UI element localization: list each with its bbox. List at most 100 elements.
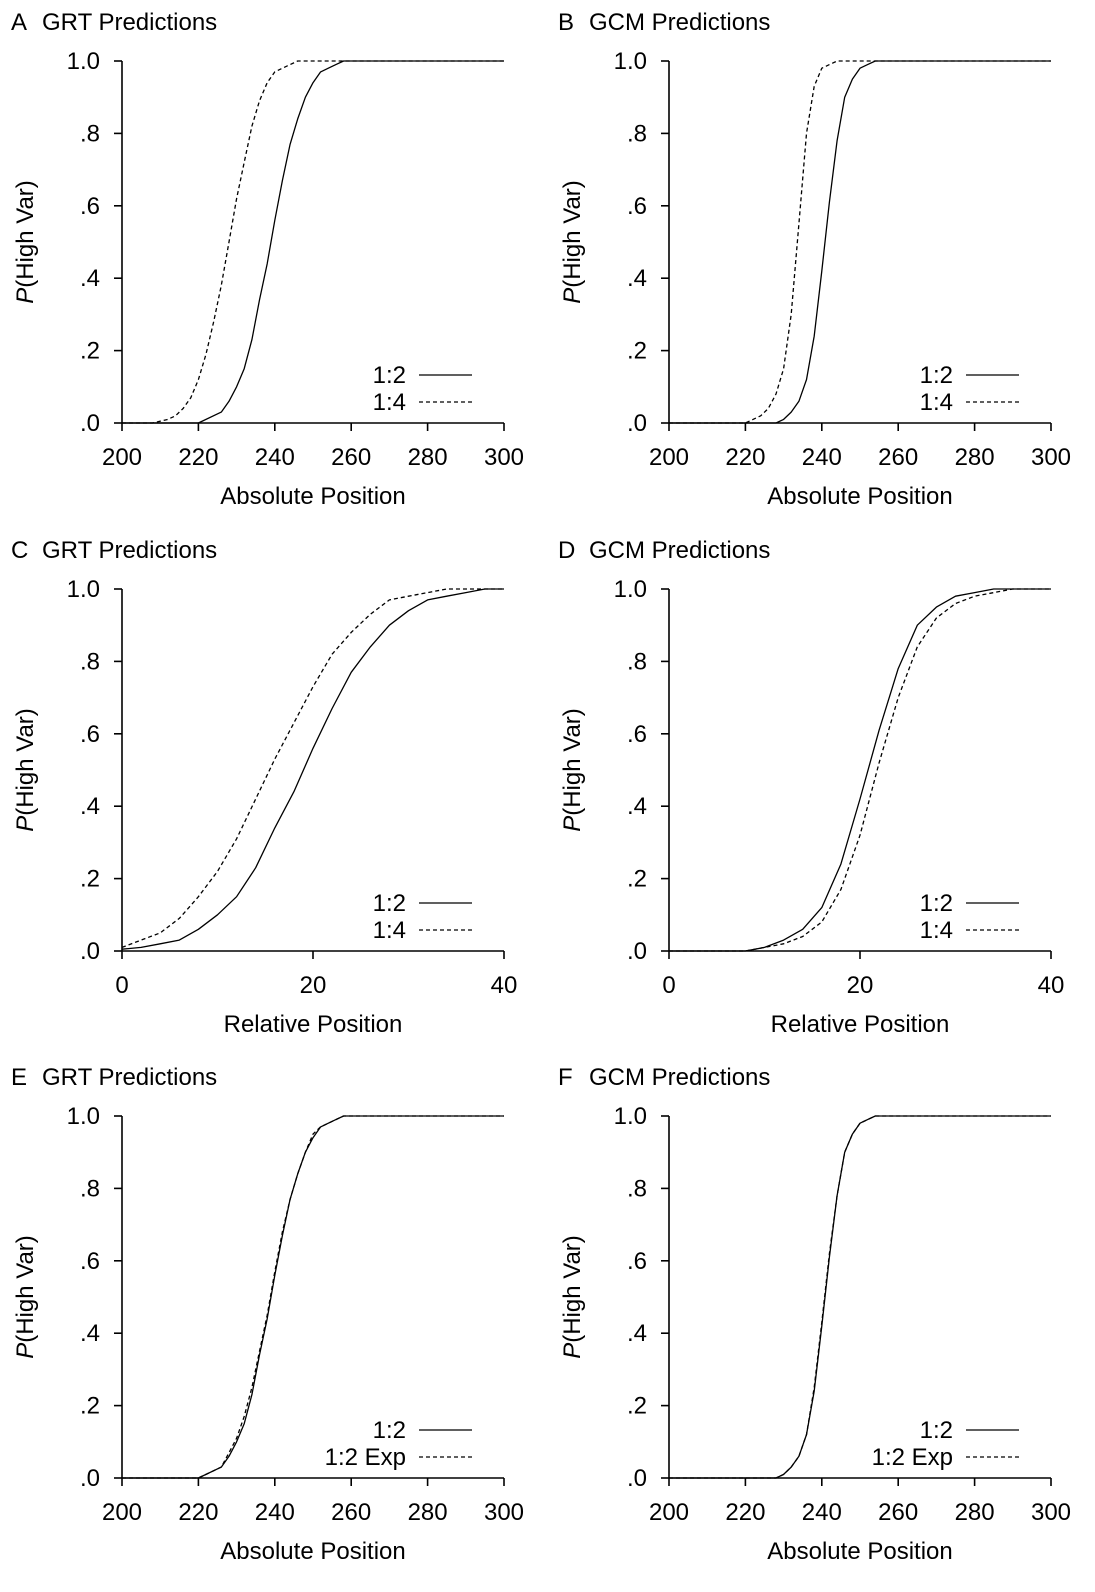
y-axis-label: P(High Var) — [12, 708, 39, 832]
x-axis-label: Absolute Position — [220, 483, 405, 510]
y-tick-label: .2 — [80, 338, 100, 365]
chart-panel-e: E GRT Predictions .0 .2 .4 .6 .8 1.0 200 220 240 26… — [11, 1064, 524, 1565]
x-tick-label: 280 — [408, 1499, 448, 1526]
y-tick-label: 1.0 — [614, 576, 647, 603]
series-line-1 — [669, 1115, 1051, 1479]
series-line-2 — [669, 1115, 1051, 1479]
x-tick-label: 0 — [662, 972, 675, 999]
y-tick-label: .4 — [627, 1320, 647, 1347]
y-tick-label: .6 — [80, 721, 100, 748]
y-axis-label-italic: P — [559, 1343, 586, 1359]
chart-panel-f: F GCM Predictions .0 .2 .4 .6 .8 1.0 200 220 240 26… — [558, 1064, 1071, 1565]
y-axis-label-rest: (High Var) — [559, 708, 586, 816]
legend-label: 1:2 — [920, 1417, 953, 1444]
legend-label: 1:2 Exp — [872, 1444, 953, 1471]
x-tick-label: 260 — [331, 444, 371, 471]
x-tick-label: 40 — [491, 972, 518, 999]
chart-panel-a: A GRT Predictions .0 .2 .4 .6 .8 1.0 200 220 240 26… — [11, 9, 524, 510]
y-tick-label: .0 — [80, 938, 100, 965]
series-line-2 — [122, 1115, 504, 1479]
legend-label: 1:4 — [920, 917, 953, 944]
y-tick-label: .2 — [627, 866, 647, 893]
y-axis-label-rest: (High Var) — [559, 180, 586, 288]
x-tick-label: 220 — [178, 444, 218, 471]
x-axis-label: Absolute Position — [767, 483, 952, 510]
x-tick-label: 280 — [955, 444, 995, 471]
y-tick-label: .8 — [80, 120, 100, 147]
series-line-2 — [122, 60, 504, 424]
x-axis-label: Relative Position — [771, 1011, 950, 1038]
y-tick-label: .8 — [627, 648, 647, 675]
x-tick-label: 200 — [649, 444, 689, 471]
chart-title: GCM Predictions — [589, 9, 770, 36]
chart-panel-c: C GRT Predictions .0 .2 .4 .6 .8 1.0 0 20 40 Relati… — [11, 537, 517, 1038]
legend-label: 1:4 — [373, 389, 406, 416]
x-tick-label: 240 — [802, 444, 842, 471]
x-axis-label: Relative Position — [224, 1011, 403, 1038]
legend-label: 1:2 — [920, 362, 953, 389]
legend-label: 1:4 — [373, 917, 406, 944]
x-tick-label: 300 — [484, 444, 524, 471]
series-line-1 — [122, 1115, 504, 1479]
x-tick-label: 220 — [178, 1499, 218, 1526]
x-tick-label: 20 — [847, 972, 874, 999]
y-tick-label: .0 — [627, 410, 647, 437]
y-axis-label-italic: P — [12, 816, 39, 832]
chart-title: GRT Predictions — [42, 9, 217, 36]
x-tick-label: 240 — [255, 1499, 295, 1526]
x-tick-label: 220 — [725, 1499, 765, 1526]
x-axis-label: Absolute Position — [767, 1538, 952, 1565]
x-tick-label: 20 — [300, 972, 327, 999]
legend-label: 1:2 — [920, 890, 953, 917]
x-tick-label: 280 — [955, 1499, 995, 1526]
y-tick-label: .0 — [627, 938, 647, 965]
series-line-1 — [669, 588, 1051, 952]
y-axis-label-italic: P — [559, 816, 586, 832]
chart-title: GCM Predictions — [589, 1064, 770, 1091]
y-axis-label: P(High Var) — [559, 180, 586, 304]
y-axis-label: P(High Var) — [12, 1235, 39, 1359]
y-tick-label: .8 — [80, 1175, 100, 1202]
y-axis-label-rest: (High Var) — [559, 1235, 586, 1343]
y-tick-label: .0 — [627, 1465, 647, 1492]
y-tick-label: 1.0 — [67, 1103, 100, 1130]
y-axis-label: P(High Var) — [559, 708, 586, 832]
y-tick-label: .0 — [80, 410, 100, 437]
y-tick-label: .6 — [627, 193, 647, 220]
x-tick-label: 260 — [878, 444, 918, 471]
series-line-1 — [122, 60, 504, 424]
y-tick-label: .8 — [627, 120, 647, 147]
y-tick-label: .8 — [627, 1175, 647, 1202]
series-line-2 — [669, 60, 1051, 424]
y-tick-label: .4 — [627, 265, 647, 292]
y-tick-label: .6 — [627, 721, 647, 748]
panel-letter: A — [11, 9, 27, 36]
y-axis-label: P(High Var) — [559, 1235, 586, 1359]
x-tick-label: 300 — [1031, 1499, 1071, 1526]
series-line-2 — [669, 588, 1051, 952]
x-tick-label: 260 — [331, 1499, 371, 1526]
x-tick-label: 200 — [102, 444, 142, 471]
y-tick-label: .4 — [80, 1320, 100, 1347]
y-tick-label: .8 — [80, 648, 100, 675]
x-tick-label: 200 — [649, 1499, 689, 1526]
y-tick-label: .4 — [80, 265, 100, 292]
legend-label: 1:2 — [373, 1417, 406, 1444]
y-tick-label: .0 — [80, 1465, 100, 1492]
series-line-2 — [121, 588, 504, 949]
x-tick-label: 40 — [1038, 972, 1065, 999]
x-tick-label: 220 — [725, 444, 765, 471]
y-axis-label-italic: P — [559, 288, 586, 304]
chart-panel-b: B GCM Predictions .0 .2 .4 .6 .8 1.0 200 220 240 26… — [558, 9, 1071, 510]
y-tick-label: .6 — [627, 1248, 647, 1275]
y-tick-label: 1.0 — [614, 1103, 647, 1130]
legend-label: 1:2 Exp — [325, 1444, 406, 1471]
x-tick-label: 200 — [102, 1499, 142, 1526]
chart-title: GRT Predictions — [42, 537, 217, 564]
y-axis-label: P(High Var) — [12, 180, 39, 304]
legend-label: 1:2 — [373, 362, 406, 389]
y-tick-label: .2 — [627, 338, 647, 365]
x-axis-label: Absolute Position — [220, 1538, 405, 1565]
y-tick-label: .4 — [627, 793, 647, 820]
